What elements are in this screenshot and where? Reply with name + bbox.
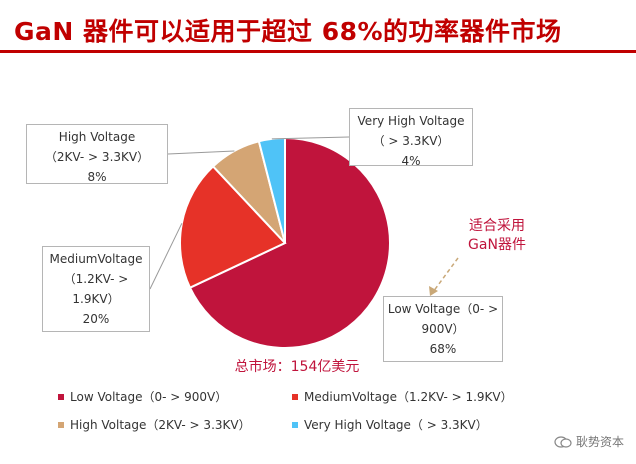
legend-swatch: [292, 393, 298, 400]
callout-line: Low Voltage（0- >: [387, 302, 499, 316]
legend-item-very-high-voltage: Very High Voltage（ > 3.3KV）: [292, 416, 488, 433]
callout-line: 20%: [82, 312, 110, 326]
legend-item-low-voltage: Low Voltage（0- > 900V）: [58, 388, 227, 405]
callout-high-voltage: High Voltage （2KV- > 3.3KV） 8%: [26, 124, 168, 184]
pie-slice-low: [188, 136, 391, 349]
note-arrow-head: [429, 286, 438, 296]
legend-label: Low Voltage（0- > 900V）: [70, 390, 228, 404]
note-arrow-line: [432, 257, 459, 293]
legend-swatch: [292, 421, 298, 428]
callout-low-voltage: Low Voltage（0- > 900V） 68%: [383, 296, 503, 362]
callout-line: 4%: [401, 154, 421, 168]
callout-line: （1.2KV- >: [63, 272, 129, 286]
callout-very-high-voltage: Very High Voltage （ > 3.3KV） 4%: [349, 108, 473, 168]
page-title: GaN 器件可以适用于超过 68%的功率器件市场: [14, 17, 562, 46]
callout-line: MediumVoltage: [49, 252, 143, 266]
legend-label: High Voltage（2KV- > 3.3KV）: [70, 418, 251, 432]
wechat-icon: [554, 435, 572, 448]
leader-line-high: [167, 150, 235, 155]
leader-line-medium: [149, 223, 183, 290]
callout-line: High Voltage: [58, 130, 136, 144]
title-divider: [0, 50, 636, 53]
total-market-label: 总市场：154亿美元: [234, 359, 360, 375]
legend-item-high-voltage: High Voltage（2KV- > 3.3KV）: [58, 416, 251, 433]
leader-line-veryhigh: [271, 136, 350, 140]
legend-swatch: [58, 393, 64, 400]
watermark-text: 耿势资本: [575, 435, 624, 449]
callout-line: Very High Voltage: [357, 114, 465, 128]
note-line-2: GaN器件: [468, 237, 526, 253]
callout-line: 68%: [429, 342, 457, 356]
callout-medium-voltage: MediumVoltage （1.2KV- > 1.9KV） 20%: [42, 246, 150, 332]
legend-swatch: [58, 421, 64, 428]
gan-suitable-note: 适合采用 GaN器件: [457, 217, 537, 255]
callout-line: （2KV- > 3.3KV）: [44, 150, 150, 164]
watermark: 耿势资本: [554, 433, 624, 450]
note-line-1: 适合采用: [469, 218, 525, 234]
legend-label: MediumVoltage（1.2KV- > 1.9KV）: [304, 390, 513, 404]
pie-slice-medium: [179, 165, 287, 290]
legend-label: Very High Voltage（ > 3.3KV）: [304, 418, 488, 432]
callout-line: （ > 3.3KV）: [372, 134, 450, 148]
callout-line: 1.9KV）: [72, 292, 120, 306]
callout-line: 900V）: [421, 322, 465, 336]
callout-line: 8%: [87, 170, 107, 184]
legend-item-medium-voltage: MediumVoltage（1.2KV- > 1.9KV）: [292, 388, 513, 405]
